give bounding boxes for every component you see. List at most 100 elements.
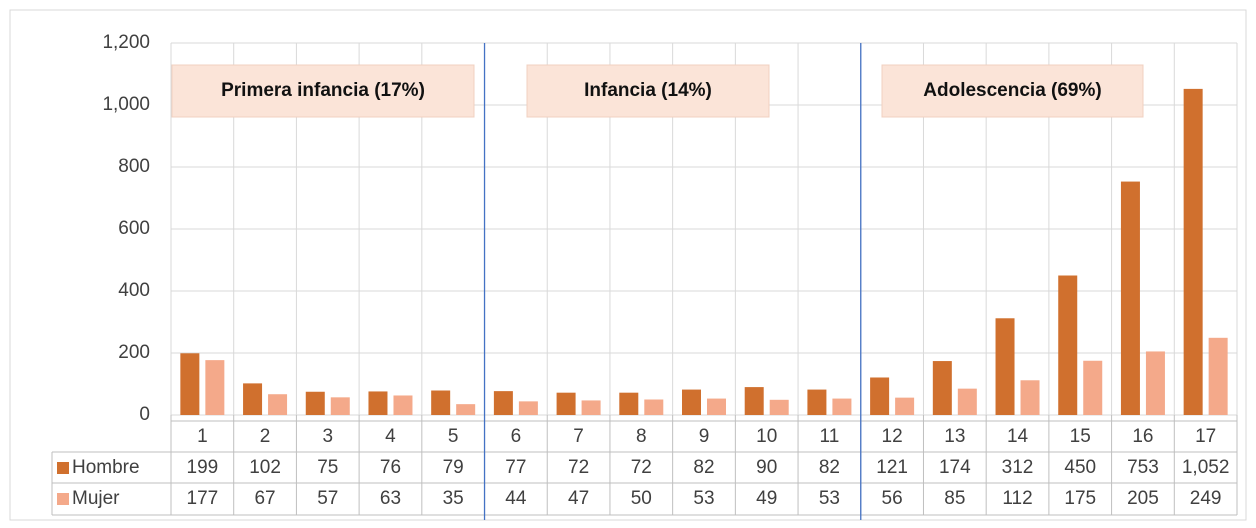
bar xyxy=(682,389,701,415)
x-tick-label: 14 xyxy=(1007,426,1029,447)
x-tick-label: 12 xyxy=(882,426,903,447)
y-tick-label: 600 xyxy=(118,218,150,239)
bar xyxy=(1145,351,1165,415)
x-tick-label: 11 xyxy=(820,426,840,447)
bar xyxy=(205,360,225,415)
table-value: 53 xyxy=(819,488,840,509)
annotation-box xyxy=(171,64,475,118)
y-tick-label: 800 xyxy=(118,156,150,177)
table-value: 82 xyxy=(819,457,840,478)
table-value: 175 xyxy=(1064,488,1096,509)
table-value: 44 xyxy=(505,488,527,509)
bar xyxy=(957,388,977,415)
bar xyxy=(581,400,601,415)
bar xyxy=(832,398,852,415)
table-value: 112 xyxy=(1002,488,1032,509)
bar xyxy=(368,391,388,415)
bar xyxy=(268,394,288,415)
table-value: 77 xyxy=(505,457,526,478)
table-value: 50 xyxy=(631,488,652,509)
table-value: 57 xyxy=(317,488,338,509)
table-value: 56 xyxy=(882,488,903,509)
legend-key xyxy=(57,462,69,474)
table-value: 450 xyxy=(1064,457,1096,478)
bar xyxy=(1058,275,1078,415)
y-tick-label: 400 xyxy=(118,280,150,301)
x-tick-label: 5 xyxy=(448,426,459,447)
bar xyxy=(305,391,325,415)
table-value: 177 xyxy=(187,488,219,509)
table-value: 85 xyxy=(944,488,965,509)
table-value: 47 xyxy=(568,488,589,509)
table-value: 90 xyxy=(756,457,777,478)
table-value: 72 xyxy=(631,457,652,478)
y-tick-label: 1,200 xyxy=(102,32,150,53)
table-value: 753 xyxy=(1127,457,1159,478)
x-tick-label: 13 xyxy=(944,426,965,447)
annotation: Infancia (14%) xyxy=(584,80,712,101)
bar xyxy=(619,392,639,415)
table-value: 79 xyxy=(443,457,464,478)
bar xyxy=(995,318,1015,415)
x-tick-label: 1 xyxy=(197,426,208,447)
table-value: 82 xyxy=(693,457,714,478)
y-tick-label: 1,000 xyxy=(102,94,150,115)
x-tick-label: 16 xyxy=(1132,426,1153,447)
table-value: 75 xyxy=(317,457,338,478)
bar xyxy=(769,399,789,415)
x-tick-label: 2 xyxy=(260,426,271,447)
bar xyxy=(556,392,576,415)
table-value: 174 xyxy=(939,457,971,478)
table-value: 102 xyxy=(249,457,281,478)
y-tick-label: 0 xyxy=(139,404,150,425)
legend-label: Hombre xyxy=(72,457,140,478)
x-tick-label: 8 xyxy=(636,426,647,447)
bar xyxy=(431,390,451,415)
x-tick-label: 6 xyxy=(511,426,522,447)
bar xyxy=(932,361,952,415)
annotation-box xyxy=(881,64,1144,118)
table-value: 72 xyxy=(568,457,589,478)
bar xyxy=(1208,337,1228,415)
bar xyxy=(707,398,726,415)
table-value: 1,052 xyxy=(1182,457,1230,478)
bar xyxy=(393,395,413,415)
table-value: 121 xyxy=(876,457,908,478)
bar xyxy=(456,404,476,415)
x-tick-label: 4 xyxy=(385,426,396,447)
x-tick-label: 10 xyxy=(756,426,777,447)
table-value: 199 xyxy=(187,457,219,478)
legend-key xyxy=(57,493,69,505)
table-value: 205 xyxy=(1127,488,1159,509)
x-tick-label: 7 xyxy=(573,426,584,447)
annotation: Primera infancia (17%) xyxy=(221,80,425,101)
bar xyxy=(243,383,263,415)
annotation-box xyxy=(526,64,770,118)
bar xyxy=(493,391,513,415)
table-value: 312 xyxy=(1002,457,1034,478)
bar xyxy=(870,377,890,415)
bar xyxy=(1083,360,1103,415)
bar xyxy=(744,387,764,415)
x-tick-label: 15 xyxy=(1070,426,1091,447)
annotation: Adolescencia (69%) xyxy=(923,80,1101,101)
table-value: 63 xyxy=(380,488,401,509)
x-tick-label: 9 xyxy=(699,426,710,447)
bar xyxy=(518,401,538,415)
table-value: 49 xyxy=(756,488,777,509)
bar xyxy=(644,399,664,415)
bar xyxy=(180,353,200,415)
table-value: 35 xyxy=(443,488,464,509)
bar xyxy=(1120,181,1140,415)
table-value: 53 xyxy=(693,488,714,509)
table-value: 249 xyxy=(1190,488,1222,509)
y-tick-label: 200 xyxy=(118,342,150,363)
legend-label: Mujer xyxy=(72,488,120,509)
x-tick-label: 3 xyxy=(322,426,333,447)
bar xyxy=(330,397,350,415)
bar xyxy=(1183,88,1203,415)
bar xyxy=(1020,380,1040,415)
table-value: 67 xyxy=(254,488,275,509)
bar xyxy=(895,397,915,415)
